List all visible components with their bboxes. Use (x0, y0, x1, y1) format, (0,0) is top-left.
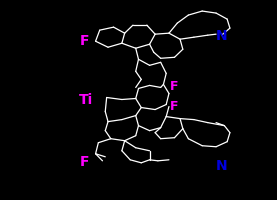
Text: Ti: Ti (79, 93, 93, 107)
Text: F: F (80, 34, 89, 48)
Text: N: N (216, 29, 227, 43)
Text: F: F (170, 80, 179, 92)
Text: F: F (170, 100, 179, 112)
Text: N: N (216, 158, 227, 172)
Text: F: F (80, 154, 89, 168)
